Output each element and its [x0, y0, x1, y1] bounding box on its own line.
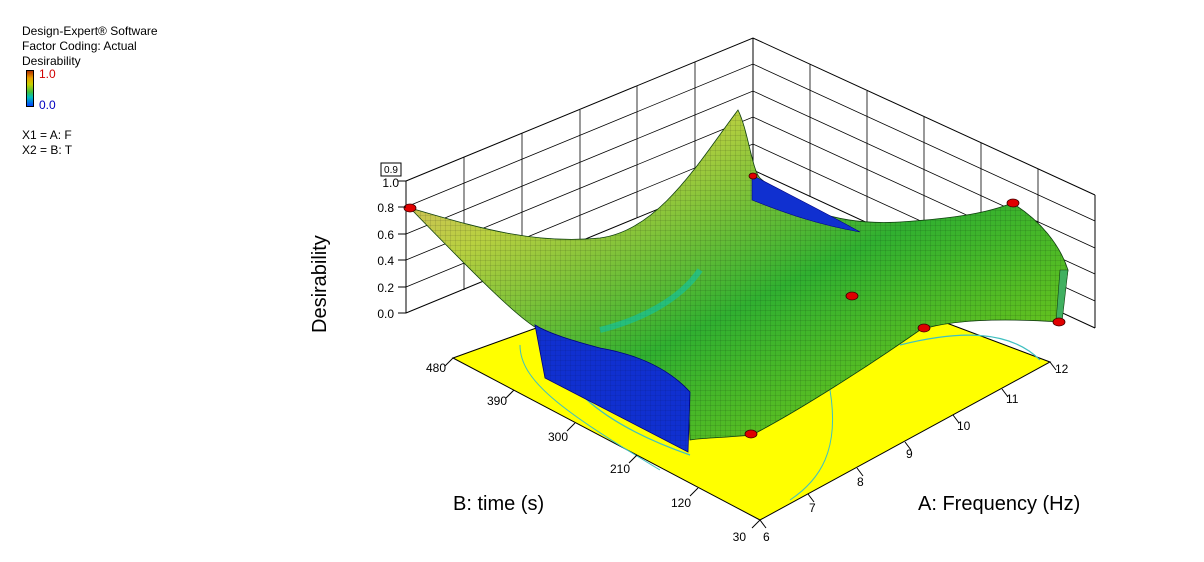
factor-coding: Factor Coding: Actual — [22, 39, 137, 53]
y-axis: 480 390 300 210 120 30 B: time (s) — [426, 357, 761, 544]
z-tick: 0.6 — [377, 228, 394, 242]
legend-min: 0.0 — [39, 98, 56, 112]
y-tick: 30 — [733, 530, 747, 544]
y-axis-label: B: time (s) — [453, 493, 544, 515]
y-tick: 210 — [610, 462, 630, 476]
x-tick: 7 — [809, 501, 816, 515]
response-surface — [408, 109, 1069, 453]
z-tick: 0.0 — [377, 307, 394, 321]
response-name: Desirability — [22, 54, 81, 68]
x-axis: 6 7 8 9 10 11 12 A: Frequency (Hz) — [759, 361, 1080, 544]
legend-max: 1.0 — [39, 67, 56, 81]
legend-colorbar — [26, 70, 34, 107]
color-legend: 1.0 0.0 — [22, 67, 82, 112]
factor-coding-list: X1 = A: F X2 = B: T — [22, 128, 72, 158]
x-tick: 10 — [957, 419, 971, 433]
design-point — [917, 323, 931, 333]
design-point — [1052, 317, 1066, 327]
x-tick: 12 — [1055, 362, 1069, 376]
x-axis-label: A: Frequency (Hz) — [918, 493, 1080, 515]
design-point — [403, 203, 417, 213]
design-point — [748, 172, 758, 180]
z-tick: 0.4 — [377, 254, 394, 268]
design-point — [1006, 198, 1020, 208]
x-tick: 6 — [763, 530, 770, 544]
design-points — [403, 172, 1066, 439]
x-tick: 11 — [1006, 392, 1019, 406]
factor-x1: X1 = A: F — [22, 128, 72, 142]
flag-box — [380, 162, 402, 177]
y-tick: 300 — [548, 430, 568, 444]
z-axis-label: Desirability — [309, 235, 331, 333]
z-tick: 0.8 — [377, 201, 394, 215]
flag-label: 0.9 — [384, 165, 398, 176]
x-tick: 9 — [906, 447, 913, 461]
software-name: Design-Expert® Software — [22, 24, 158, 38]
design-point — [845, 291, 859, 301]
design-point — [744, 429, 758, 439]
z-tick: 0.2 — [377, 281, 394, 295]
info-block: Design-Expert® Software Factor Coding: A… — [22, 24, 158, 69]
y-tick: 480 — [426, 361, 446, 375]
factor-x2: X2 = B: T — [22, 143, 73, 157]
y-tick: 390 — [487, 394, 507, 408]
z-axis: 0.0 0.2 0.4 0.6 0.8 1.0 0.9 Desirability — [309, 162, 406, 333]
z-tick: 1.0 — [382, 176, 399, 190]
y-tick: 120 — [671, 496, 691, 510]
x-tick: 8 — [857, 475, 864, 489]
